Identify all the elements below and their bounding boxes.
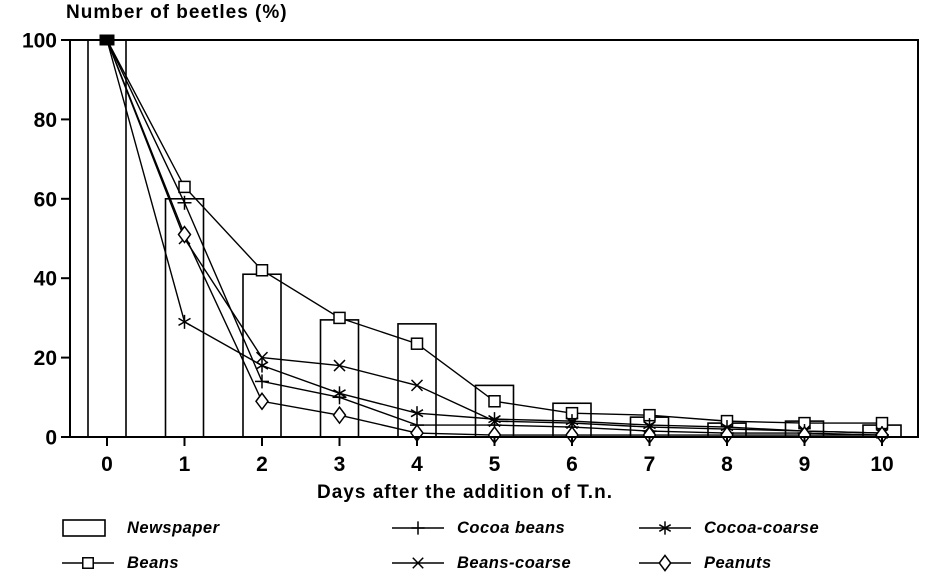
- marker-square-icon: [410, 337, 424, 350]
- marker-square-icon: [488, 395, 501, 408]
- series-line-cocoa-beans: [106, 39, 883, 436]
- marker-x-icon: [412, 557, 424, 569]
- x-tick-label: 0: [101, 453, 113, 476]
- y-tick-label: 60: [34, 188, 57, 211]
- marker-asterisk-icon: [410, 406, 424, 421]
- x-tick-label: 10: [870, 453, 893, 476]
- legend-item-cocoa-coarse: Cocoa-coarse: [637, 517, 819, 539]
- legend-swatch: [392, 557, 444, 569]
- marker-square-icon: [255, 264, 269, 277]
- legend-label: Beans: [127, 553, 180, 572]
- marker-square-icon: [178, 180, 191, 194]
- legend-label: Cocoa beans: [457, 518, 566, 537]
- marker-square-icon: [82, 557, 94, 569]
- legend-swatch: [639, 521, 691, 535]
- legend-item-cocoa-beans: Cocoa beans: [390, 517, 565, 539]
- legend-item-peanuts: Peanuts: [637, 552, 772, 574]
- y-tick-label: 0: [45, 427, 57, 450]
- bar-newspaper-day-0: [87, 39, 127, 438]
- marker-asterisk-icon: [255, 358, 269, 373]
- y-tick-label: 20: [34, 347, 57, 370]
- marker-diamond-icon: [177, 225, 192, 244]
- marker-plus-icon: [255, 374, 269, 389]
- legend-item-newspaper: Newspaper: [60, 517, 220, 539]
- x-tick-label: 5: [489, 453, 501, 476]
- legend-swatch: [392, 521, 444, 535]
- marker-asterisk-icon: [178, 314, 191, 329]
- marker-x-icon: [255, 351, 269, 364]
- bar-newspaper-day-2: [242, 273, 282, 438]
- marker-plus-icon: [177, 195, 192, 210]
- x-axis-title: Days after the addition of T.n.: [317, 482, 613, 503]
- series-line-beans: [106, 39, 882, 424]
- legend-item-beans-coarse: Beans-coarse: [390, 552, 571, 574]
- chart-title: Number of beetles (%): [66, 2, 288, 23]
- marker-plus-icon: [411, 521, 425, 535]
- x-tick-label: 2: [256, 453, 268, 476]
- plot-frame: [69, 39, 919, 438]
- legend-swatch: [62, 557, 114, 569]
- legend-swatch: [639, 554, 691, 572]
- x-tick-label: 6: [566, 453, 578, 476]
- series-line-cocoa-coarse: [106, 39, 883, 434]
- x-tick-label: 9: [799, 453, 811, 476]
- marker-asterisk-icon: [333, 386, 346, 401]
- series-line-beans-coarse: [106, 39, 883, 434]
- x-tick-label: 7: [644, 453, 656, 476]
- x-tick-label: 8: [721, 453, 733, 476]
- x-tick-label: 1: [179, 453, 191, 476]
- legend-label: Peanuts: [704, 553, 772, 572]
- series-line-peanuts: [106, 39, 882, 436]
- marker-bar-rect-icon: [62, 519, 106, 537]
- marker-square-icon: [333, 311, 346, 325]
- marker-asterisk-icon: [488, 412, 501, 427]
- marker-asterisk-icon: [658, 521, 672, 535]
- legend-item-beans: Beans: [60, 552, 179, 574]
- x-tick-label: 3: [334, 453, 346, 476]
- marker-x-icon: [410, 379, 424, 392]
- marker-x-icon: [333, 359, 346, 372]
- legend-label: Newspaper: [127, 518, 220, 537]
- marker-diamond-icon: [255, 392, 269, 411]
- legend-label: Beans-coarse: [457, 553, 572, 572]
- marker-diamond-icon: [658, 554, 672, 572]
- y-tick-label: 80: [34, 109, 57, 132]
- marker-diamond-icon: [332, 405, 347, 425]
- legend-label: Cocoa-coarse: [704, 518, 820, 537]
- legend-swatch: [62, 519, 106, 537]
- y-tick-label: 100: [22, 30, 57, 53]
- x-tick-label: 4: [411, 453, 423, 476]
- y-tick-label: 40: [34, 268, 57, 291]
